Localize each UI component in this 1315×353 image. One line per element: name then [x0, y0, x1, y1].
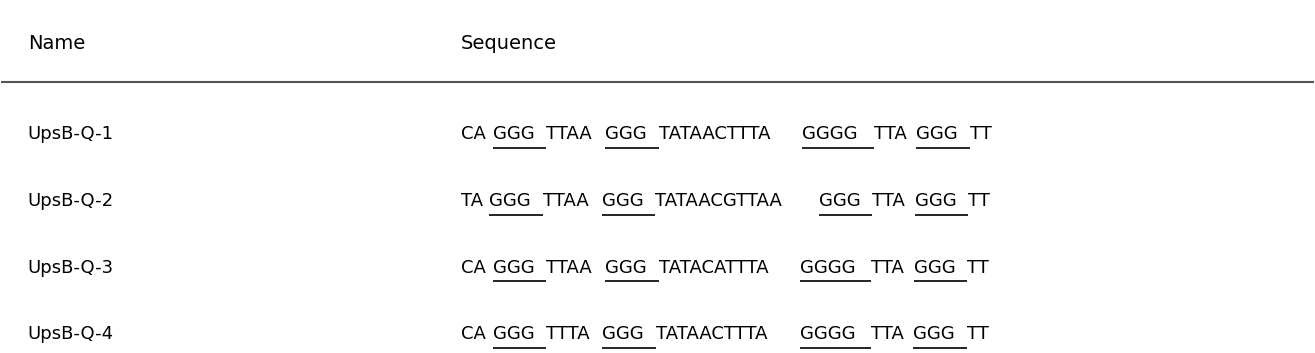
Text: GGG: GGG — [914, 192, 956, 210]
Text: GGG: GGG — [602, 325, 644, 343]
Text: TT: TT — [969, 125, 992, 143]
Text: UpsB-Q-3: UpsB-Q-3 — [28, 258, 114, 276]
Text: GGG: GGG — [819, 192, 860, 210]
Text: GGG: GGG — [605, 125, 647, 143]
Text: TTTA: TTTA — [546, 325, 590, 343]
Text: Name: Name — [28, 34, 85, 53]
Text: GGG: GGG — [914, 325, 955, 343]
Text: TTAA: TTAA — [546, 258, 592, 276]
Text: TTA: TTA — [872, 192, 905, 210]
Text: TT: TT — [968, 258, 989, 276]
Text: CA: CA — [460, 125, 485, 143]
Text: TTAA: TTAA — [546, 125, 592, 143]
Text: GGGG: GGGG — [802, 125, 857, 143]
Text: UpsB-Q-1: UpsB-Q-1 — [28, 125, 113, 143]
Text: TTA: TTA — [872, 258, 905, 276]
Text: GGG: GGG — [602, 192, 643, 210]
Text: CA: CA — [460, 258, 485, 276]
Text: GGG: GGG — [917, 125, 957, 143]
Text: TA: TA — [460, 192, 483, 210]
Text: CA: CA — [460, 325, 485, 343]
Text: TTA: TTA — [874, 125, 907, 143]
Text: TT: TT — [968, 192, 990, 210]
Text: GGGG: GGGG — [800, 325, 855, 343]
Text: GGGG: GGGG — [800, 258, 856, 276]
Text: TTA: TTA — [871, 325, 903, 343]
Text: GGG: GGG — [605, 258, 647, 276]
Text: GGG: GGG — [489, 192, 531, 210]
Text: TATACATTTA: TATACATTTA — [659, 258, 768, 276]
Text: Sequence: Sequence — [460, 34, 556, 53]
Text: TATAACTTTA: TATAACTTTA — [656, 325, 768, 343]
Text: TATAACTTTA: TATAACTTTA — [659, 125, 771, 143]
Text: TATAACGTTAA: TATAACGTTAA — [655, 192, 782, 210]
Text: TTAA: TTAA — [543, 192, 589, 210]
Text: GGG: GGG — [914, 258, 956, 276]
Text: UpsB-Q-4: UpsB-Q-4 — [28, 325, 114, 343]
Text: UpsB-Q-2: UpsB-Q-2 — [28, 192, 114, 210]
Text: GGG: GGG — [493, 325, 534, 343]
Text: TT: TT — [967, 325, 989, 343]
Text: GGG: GGG — [493, 258, 534, 276]
Text: GGG: GGG — [493, 125, 534, 143]
